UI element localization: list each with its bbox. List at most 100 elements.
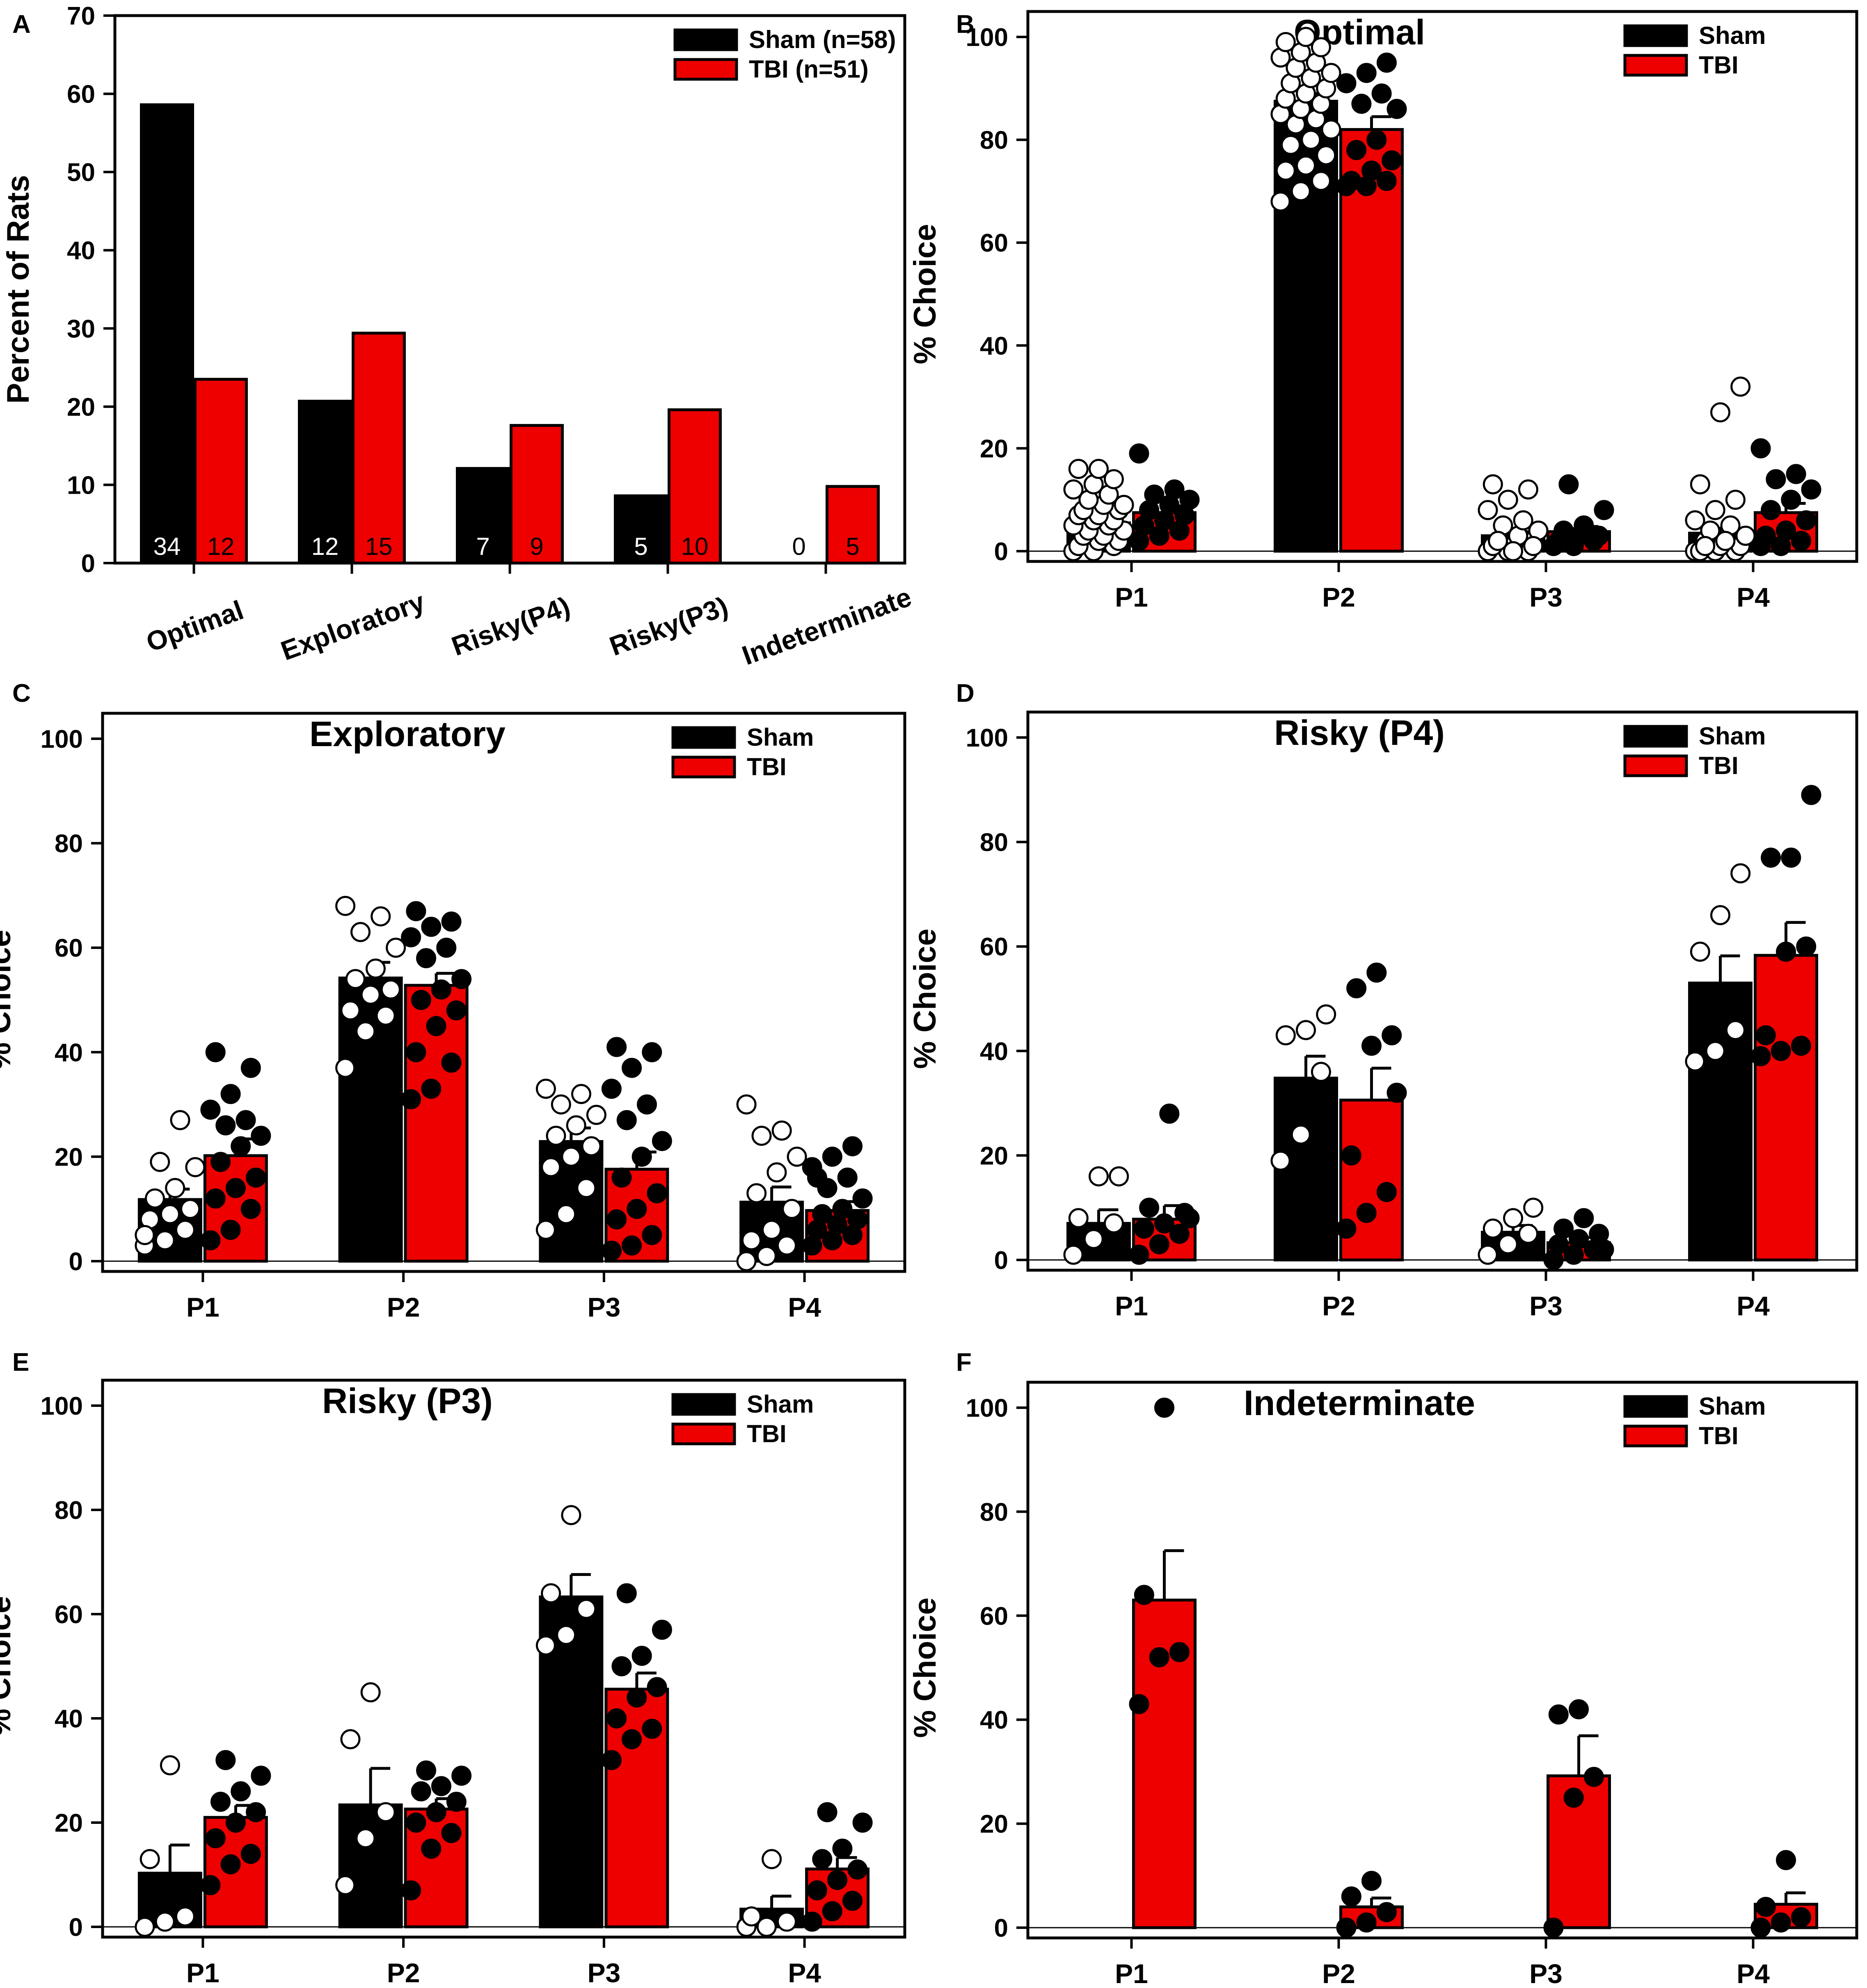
- data-point-sham: [335, 896, 356, 916]
- data-point-tbi: [451, 1766, 472, 1786]
- legend-swatch-tbi: [671, 756, 736, 779]
- data-point-sham: [150, 1152, 170, 1172]
- data-point-sham: [170, 1110, 190, 1130]
- data-point-sham: [751, 1125, 772, 1146]
- bar-sham-p2: [338, 1803, 403, 1928]
- data-point-tbi: [1361, 1871, 1382, 1891]
- bar-count-label: 10: [681, 533, 709, 560]
- data-point-tbi: [225, 1178, 246, 1198]
- data-point-tbi: [220, 1220, 241, 1240]
- data-point-sham: [1290, 1124, 1311, 1145]
- data-point-tbi: [1134, 1218, 1154, 1239]
- data-point-tbi: [240, 1844, 261, 1864]
- data-point-sham: [551, 1094, 571, 1115]
- data-point-tbi: [1574, 1208, 1594, 1228]
- data-point-tbi: [411, 1781, 431, 1802]
- y-tick-label: 50: [67, 158, 95, 187]
- data-point-sham: [1523, 1198, 1544, 1218]
- x-tick-label: P2: [1322, 582, 1355, 612]
- x-tick-label: P3: [1529, 1958, 1563, 1988]
- data-point-tbi: [1594, 500, 1614, 520]
- y-tick-label: 0: [69, 1248, 83, 1276]
- data-point-tbi: [642, 1225, 662, 1245]
- y-tick-label: 40: [55, 1039, 83, 1067]
- data-point-tbi: [240, 1199, 261, 1219]
- data-point-tbi: [421, 916, 442, 937]
- data-point-sham: [581, 1136, 602, 1157]
- y-tick-label: 60: [55, 1601, 83, 1629]
- legend-label-sham: Sham: [747, 1390, 814, 1418]
- data-point-tbi: [1144, 484, 1165, 505]
- bar-count-label: 12: [207, 533, 235, 560]
- data-point-tbi: [1382, 1025, 1402, 1046]
- data-point-tbi: [1336, 73, 1357, 94]
- data-point-tbi: [431, 979, 451, 1000]
- data-point-sham: [1483, 1218, 1503, 1239]
- data-point-sham: [762, 1849, 782, 1869]
- data-point-tbi: [200, 1230, 221, 1251]
- legend-swatch-sham: [1623, 1395, 1688, 1418]
- data-point-tbi: [1154, 1213, 1174, 1234]
- data-point-tbi: [1341, 171, 1361, 191]
- chart-title: Risky (P3): [322, 1381, 493, 1421]
- y-tick-label: 60: [980, 933, 1008, 961]
- x-tick-label: P2: [387, 1292, 420, 1322]
- data-point-tbi: [421, 1079, 442, 1099]
- data-point-tbi: [441, 1823, 462, 1843]
- data-point-tbi: [431, 1776, 451, 1796]
- data-point-sham: [541, 1583, 561, 1603]
- data-point-sham: [175, 1906, 195, 1927]
- y-tick-label: 0: [994, 1246, 1008, 1275]
- data-point-tbi: [451, 969, 472, 989]
- data-point-sham: [1316, 145, 1336, 165]
- data-point-sham: [576, 1599, 597, 1619]
- data-point-tbi: [1356, 63, 1377, 83]
- data-point-tbi: [1376, 1902, 1397, 1922]
- data-point-sham: [355, 1021, 376, 1042]
- bar-tbi-indeterminate: [826, 485, 880, 565]
- legend-label-tbi: TBI (n=51): [749, 55, 869, 83]
- data-point-tbi: [1336, 1917, 1357, 1938]
- data-point-sham: [736, 1251, 757, 1271]
- data-point-sham: [380, 979, 401, 1000]
- data-point-tbi: [1761, 847, 1781, 868]
- data-point-sham: [140, 1849, 160, 1869]
- data-point-sham: [736, 1094, 757, 1115]
- data-point-tbi: [1376, 171, 1397, 191]
- legend-label-tbi: TBI: [1699, 1422, 1739, 1450]
- data-point-tbi: [1366, 962, 1387, 983]
- data-point-sham: [180, 1199, 201, 1219]
- data-point-tbi: [1796, 936, 1817, 957]
- bar-sham-exploratory: [298, 400, 352, 565]
- data-point-tbi: [832, 1199, 853, 1219]
- data-point-tbi: [436, 937, 457, 958]
- data-point-sham: [1275, 1025, 1296, 1046]
- data-point-sham: [1296, 155, 1316, 176]
- data-point-tbi: [1356, 1202, 1377, 1223]
- data-point-sham: [546, 1125, 566, 1146]
- data-point-tbi: [416, 1760, 437, 1781]
- data-point-tbi: [832, 1839, 853, 1859]
- y-tick-label: 80: [55, 830, 83, 858]
- data-point-tbi: [1361, 160, 1382, 181]
- legend-swatch-tbi: [671, 1422, 736, 1445]
- data-point-tbi: [1761, 500, 1781, 520]
- y-axis-label: % Choice: [908, 224, 943, 364]
- data-point-tbi: [1543, 1917, 1564, 1938]
- data-point-tbi: [246, 1802, 266, 1823]
- data-point-tbi: [1387, 1083, 1407, 1103]
- data-point-tbi: [1786, 464, 1806, 484]
- data-point-tbi: [210, 1791, 231, 1812]
- data-point-tbi: [1169, 1642, 1190, 1662]
- data-point-tbi: [421, 1839, 442, 1859]
- chart-title: Indeterminate: [1244, 1383, 1475, 1423]
- legend-label-tbi: TBI: [1699, 51, 1739, 79]
- plot-frame: [1026, 1381, 1858, 1940]
- x-tick-label: P2: [1322, 1958, 1355, 1988]
- data-point-sham: [1705, 500, 1725, 520]
- data-point-tbi: [200, 1099, 221, 1120]
- data-point-tbi: [401, 1089, 421, 1109]
- data-point-tbi: [1766, 469, 1786, 490]
- data-point-sham: [1503, 1208, 1523, 1228]
